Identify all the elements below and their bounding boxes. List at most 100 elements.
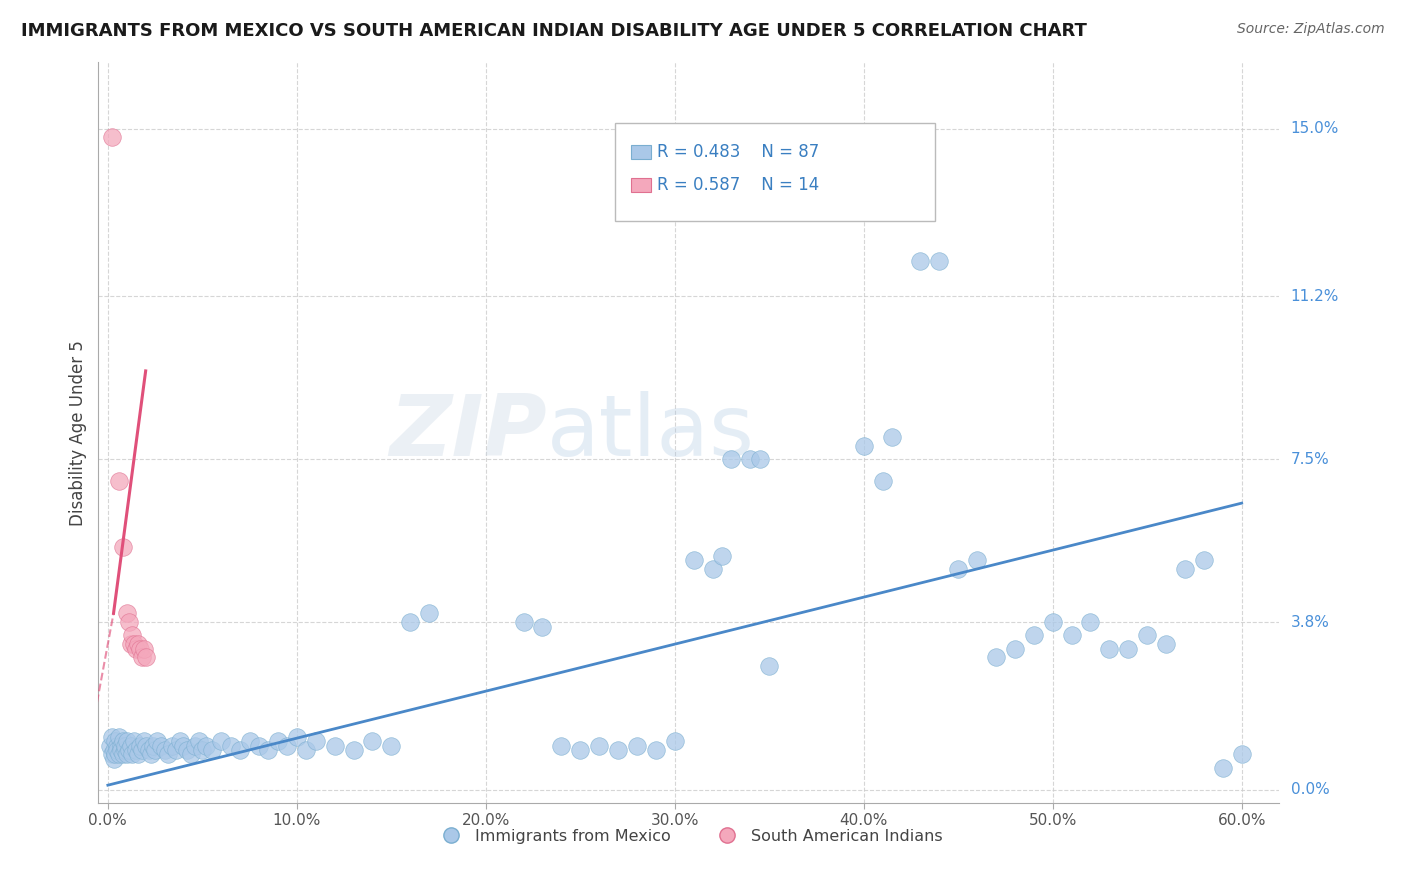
Point <box>115 747 138 762</box>
Point <box>607 743 630 757</box>
Point <box>103 743 125 757</box>
Point <box>1230 747 1253 762</box>
Point <box>720 452 742 467</box>
Point <box>120 739 142 753</box>
Point <box>191 743 214 757</box>
Point <box>157 747 180 762</box>
Point <box>588 739 610 753</box>
Point <box>142 739 165 753</box>
Point <box>121 628 143 642</box>
Point <box>740 452 762 467</box>
Point <box>1022 628 1045 642</box>
Point <box>104 747 127 762</box>
Point <box>1080 615 1102 629</box>
Point <box>172 739 194 753</box>
Point <box>702 562 724 576</box>
Point <box>872 474 894 488</box>
Point <box>176 743 198 757</box>
Point <box>110 739 132 753</box>
Point <box>1212 760 1234 774</box>
Point <box>105 743 128 757</box>
Point <box>323 739 346 753</box>
Point <box>100 730 122 744</box>
Point <box>110 743 132 757</box>
Point <box>1116 641 1139 656</box>
Point <box>108 747 131 762</box>
Point <box>184 739 207 753</box>
Point <box>305 734 328 748</box>
Point <box>531 619 554 633</box>
Point <box>143 743 166 757</box>
Point <box>984 650 1007 665</box>
Point <box>111 734 134 748</box>
Point <box>127 747 149 762</box>
Text: ZIP: ZIP <box>389 391 547 475</box>
Point <box>910 253 932 268</box>
Text: 11.2%: 11.2% <box>1291 288 1339 303</box>
Point <box>100 747 122 762</box>
Point <box>569 743 592 757</box>
Point <box>1174 562 1197 576</box>
Text: Source: ZipAtlas.com: Source: ZipAtlas.com <box>1237 22 1385 37</box>
Point <box>111 747 134 762</box>
Text: IMMIGRANTS FROM MEXICO VS SOUTH AMERICAN INDIAN DISABILITY AGE UNDER 5 CORRELATI: IMMIGRANTS FROM MEXICO VS SOUTH AMERICAN… <box>21 22 1087 40</box>
Point <box>664 734 686 748</box>
Point <box>115 734 138 748</box>
Point <box>1136 628 1159 642</box>
Point <box>124 734 146 748</box>
Legend: Immigrants from Mexico, South American Indians: Immigrants from Mexico, South American I… <box>429 822 949 850</box>
Point <box>187 734 209 748</box>
Point <box>108 730 131 744</box>
Point <box>131 650 153 665</box>
Point <box>129 739 152 753</box>
Point <box>125 641 148 656</box>
Point <box>121 747 143 762</box>
Point <box>118 743 141 757</box>
Point <box>257 743 280 757</box>
Point <box>103 752 125 766</box>
Point <box>550 739 572 753</box>
Point <box>209 734 232 748</box>
Point <box>131 743 153 757</box>
Point <box>342 743 364 757</box>
Point <box>100 130 122 145</box>
Point <box>120 637 142 651</box>
Point <box>111 540 134 554</box>
Point <box>108 474 131 488</box>
Text: 7.5%: 7.5% <box>1291 451 1329 467</box>
Point <box>295 743 318 757</box>
Point <box>104 734 127 748</box>
Point <box>201 743 224 757</box>
Point <box>852 439 875 453</box>
Point <box>98 739 121 753</box>
Point <box>682 553 704 567</box>
Point <box>132 641 155 656</box>
Point <box>153 743 176 757</box>
Point <box>1060 628 1083 642</box>
Y-axis label: Disability Age Under 5: Disability Age Under 5 <box>69 340 87 525</box>
Point <box>229 743 252 757</box>
Point <box>135 650 157 665</box>
Point <box>748 452 770 467</box>
Point <box>285 730 308 744</box>
Point <box>276 739 298 753</box>
Point <box>169 734 191 748</box>
Point <box>626 739 648 753</box>
Point <box>399 615 422 629</box>
Point <box>160 739 183 753</box>
Point <box>1154 637 1177 651</box>
Point <box>1098 641 1121 656</box>
Text: atlas: atlas <box>547 391 755 475</box>
Point <box>115 607 138 621</box>
Point <box>105 739 128 753</box>
Point <box>219 739 242 753</box>
Point <box>380 739 402 753</box>
Point <box>129 641 152 656</box>
Text: R = 0.587    N = 14: R = 0.587 N = 14 <box>658 176 820 194</box>
Point <box>124 637 146 651</box>
Point <box>127 637 149 651</box>
Point <box>138 743 160 757</box>
Text: R = 0.483    N = 87: R = 0.483 N = 87 <box>658 143 820 161</box>
Point <box>418 607 440 621</box>
Text: 15.0%: 15.0% <box>1291 121 1339 136</box>
